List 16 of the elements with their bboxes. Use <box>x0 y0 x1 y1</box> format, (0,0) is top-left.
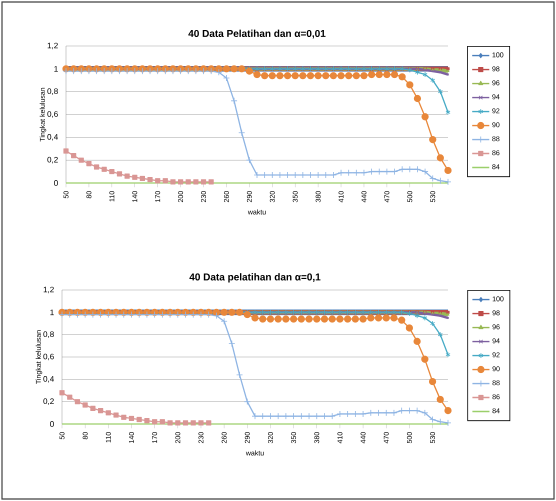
y-tick-label: 1,2 <box>44 286 54 294</box>
y-tick-label: 0,8 <box>43 331 54 338</box>
y-tick-label: 0,6 <box>47 111 58 118</box>
y-tick-label: 0,4 <box>43 376 54 383</box>
y-tick-label: 1 <box>54 66 58 72</box>
chart-title: 40 Data pelatihan dan α=0,1 <box>189 273 320 282</box>
y-tick-label: 1,2 <box>48 42 58 50</box>
y-tick-label: 1 <box>50 310 54 316</box>
y-tick-label: 0,2 <box>43 398 54 405</box>
y-tick-label: 0,6 <box>43 354 54 360</box>
y-tick-label: 0,2 <box>47 156 58 164</box>
chart-title: 40 Data Pelatihan dan α=0,01 <box>188 30 326 38</box>
y-tick-label: 0,4 <box>47 134 58 141</box>
y-tick-label: 0,8 <box>47 88 58 95</box>
y-tick-label: 0 <box>50 421 54 427</box>
y-tick-label: 0 <box>54 180 58 186</box>
